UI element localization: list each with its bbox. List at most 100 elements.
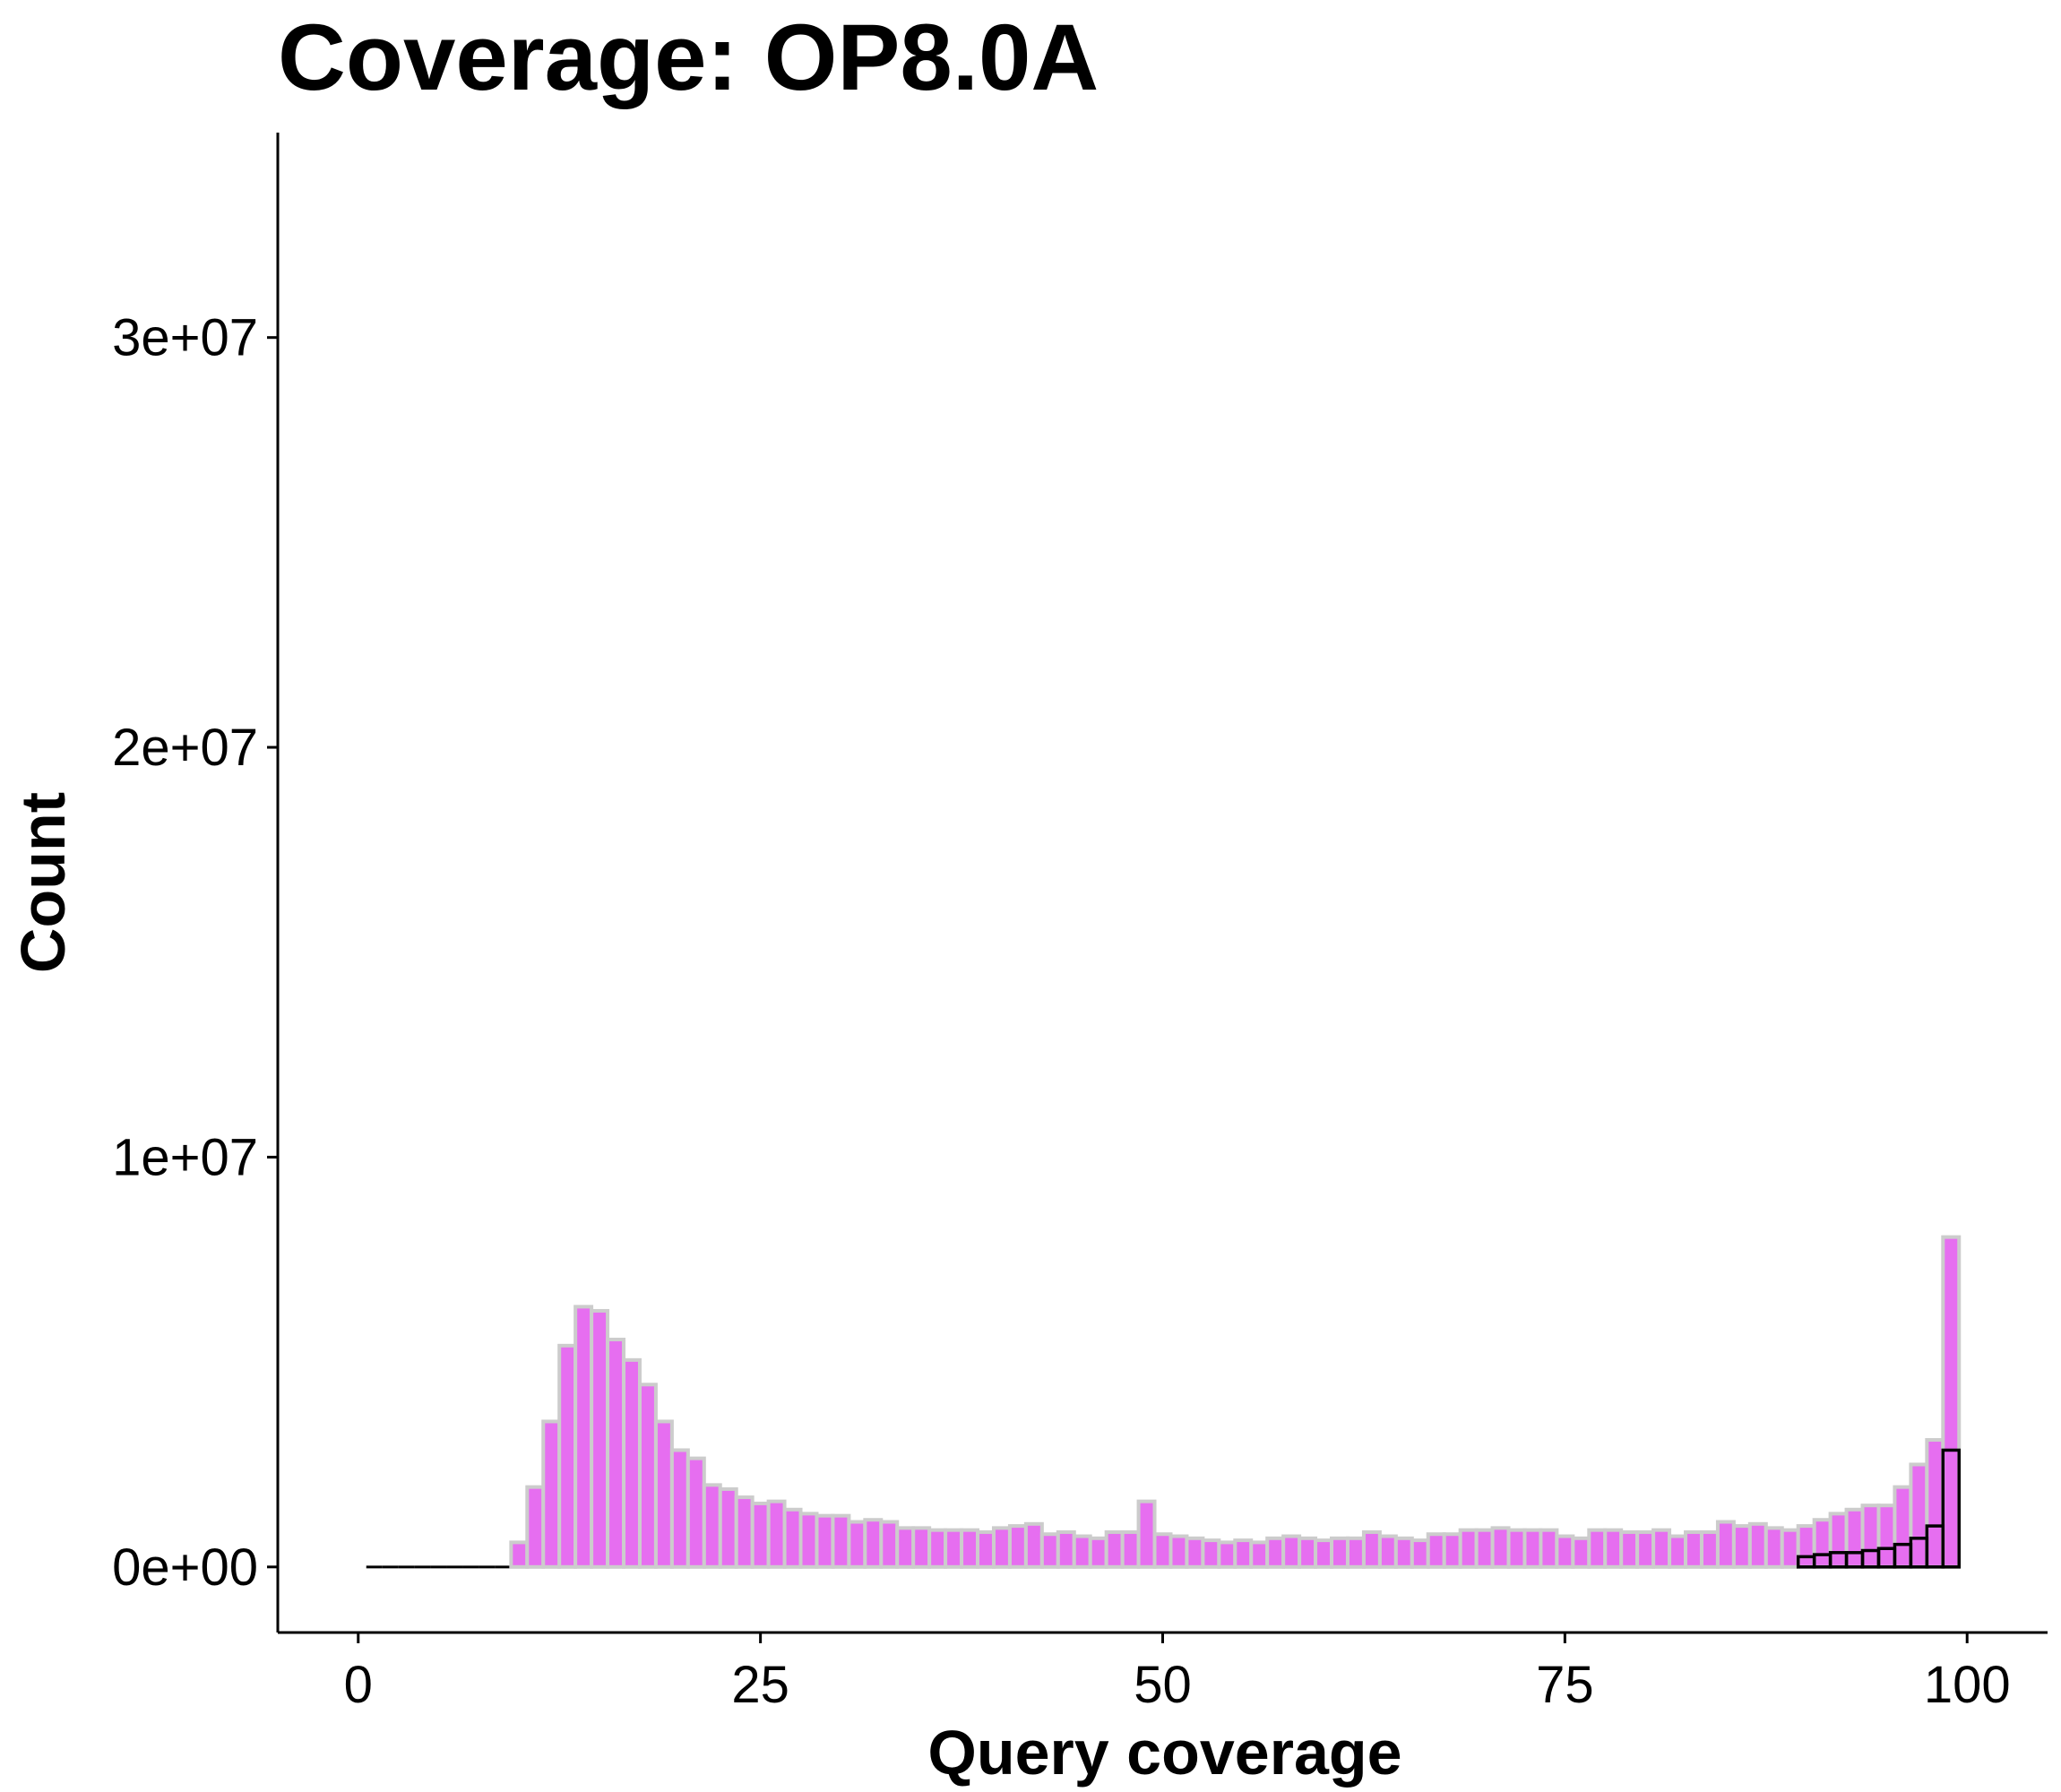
- bar-27: [782, 1507, 803, 1569]
- bar-75: [1555, 1534, 1575, 1569]
- x-axis-ticks: 0 25 50 75 100: [344, 1633, 2011, 1714]
- bar-80: [1635, 1529, 1656, 1569]
- bar-31: [847, 1520, 867, 1569]
- bar-66: [1410, 1538, 1430, 1569]
- chart-title: Coverage: OP8.0A: [278, 5, 1099, 110]
- y-tick-label: 3e+07: [112, 309, 258, 367]
- x-axis-title: Query coverage: [927, 1718, 1401, 1788]
- bar-51: [1168, 1534, 1189, 1569]
- bar-65: [1393, 1536, 1414, 1569]
- bar-37: [944, 1528, 964, 1569]
- bar-21: [686, 1456, 706, 1569]
- bar-12: [541, 1419, 562, 1569]
- bar-50: [1152, 1532, 1173, 1569]
- main-histogram-bars: [366, 1235, 1962, 1569]
- y-axis-ticks: 0e+00 1e+07 2e+07 3e+07: [112, 309, 278, 1597]
- bar-38: [960, 1528, 980, 1569]
- x-tick-label: 75: [1536, 1656, 1594, 1714]
- bar-74: [1539, 1528, 1559, 1569]
- bar-29: [815, 1513, 835, 1569]
- bar-56: [1249, 1540, 1270, 1569]
- bar-43: [1039, 1532, 1060, 1569]
- bar-91: [1812, 1518, 1832, 1569]
- bar-49: [1136, 1499, 1157, 1569]
- bar-32: [863, 1518, 884, 1569]
- bar-63: [1361, 1529, 1382, 1569]
- bar-19: [653, 1419, 674, 1569]
- bar-79: [1619, 1529, 1640, 1569]
- bar-46: [1088, 1536, 1108, 1569]
- bar-95: [1876, 1503, 1897, 1569]
- bar-15: [590, 1308, 610, 1569]
- overlay-histogram-bars: [1796, 1448, 1961, 1569]
- bar-97: [1909, 1462, 1929, 1569]
- bar-33: [879, 1520, 900, 1569]
- bar-64: [1377, 1534, 1398, 1569]
- y-tick-label: 0e+00: [112, 1538, 258, 1597]
- bar-48: [1120, 1529, 1141, 1569]
- bar-53: [1201, 1538, 1221, 1569]
- bar-71: [1490, 1526, 1511, 1569]
- bar-62: [1345, 1536, 1366, 1569]
- bar-72: [1506, 1528, 1527, 1569]
- bar-23: [718, 1486, 738, 1569]
- bar-54: [1217, 1540, 1237, 1569]
- bar-94: [1860, 1503, 1881, 1569]
- bar-89: [1780, 1528, 1800, 1569]
- bar-92: [1828, 1512, 1849, 1569]
- y-tick-label: 2e+07: [112, 719, 258, 777]
- bar-84: [1699, 1529, 1720, 1569]
- bar-93: [1844, 1507, 1865, 1569]
- bar-17: [622, 1357, 642, 1569]
- bar-85: [1715, 1520, 1736, 1569]
- bar-61: [1330, 1536, 1350, 1569]
- bar-60: [1314, 1538, 1334, 1569]
- bar-59: [1298, 1536, 1318, 1569]
- x-tick-label: 50: [1134, 1656, 1192, 1714]
- bar-35: [911, 1526, 932, 1569]
- bar-41: [1007, 1524, 1028, 1569]
- bar-14: [573, 1305, 594, 1569]
- bar-13: [557, 1343, 578, 1569]
- bar-11: [525, 1485, 546, 1569]
- x-tick-label: 25: [731, 1656, 789, 1714]
- bar-57: [1265, 1536, 1286, 1569]
- bar-86: [1731, 1524, 1752, 1569]
- bar-99: [1941, 1235, 1962, 1569]
- bar-47: [1104, 1529, 1125, 1569]
- bar-68: [1442, 1532, 1462, 1569]
- bar-90: [1796, 1524, 1816, 1569]
- bar-81: [1651, 1528, 1672, 1569]
- bar-34: [895, 1526, 916, 1569]
- bar-18: [637, 1383, 658, 1569]
- bar-52: [1185, 1536, 1205, 1569]
- bar-98: [1925, 1438, 1945, 1569]
- bar-77: [1587, 1528, 1608, 1569]
- bar-20: [669, 1448, 690, 1569]
- bar-22: [702, 1483, 722, 1569]
- bar-78: [1603, 1528, 1624, 1569]
- bar-96: [1893, 1485, 1913, 1569]
- bar-67: [1426, 1532, 1446, 1569]
- bar-73: [1522, 1528, 1543, 1569]
- x-tick-label: 0: [344, 1656, 373, 1714]
- bar-45: [1072, 1534, 1092, 1569]
- bar-58: [1281, 1534, 1302, 1569]
- bar-44: [1056, 1529, 1076, 1569]
- overlay-bar-99: [1941, 1448, 1961, 1569]
- bar-87: [1747, 1521, 1768, 1569]
- bar-40: [991, 1526, 1012, 1569]
- bar-70: [1474, 1528, 1495, 1569]
- bar-25: [750, 1501, 771, 1569]
- bar-16: [606, 1337, 626, 1569]
- bar-36: [927, 1528, 948, 1569]
- bar-69: [1458, 1528, 1479, 1569]
- bar-88: [1763, 1526, 1784, 1569]
- bar-76: [1571, 1536, 1591, 1569]
- x-tick-label: 100: [1924, 1656, 2011, 1714]
- bar-82: [1668, 1534, 1688, 1569]
- y-axis-title: Count: [8, 792, 78, 973]
- bar-24: [734, 1495, 755, 1569]
- bar-55: [1233, 1538, 1254, 1569]
